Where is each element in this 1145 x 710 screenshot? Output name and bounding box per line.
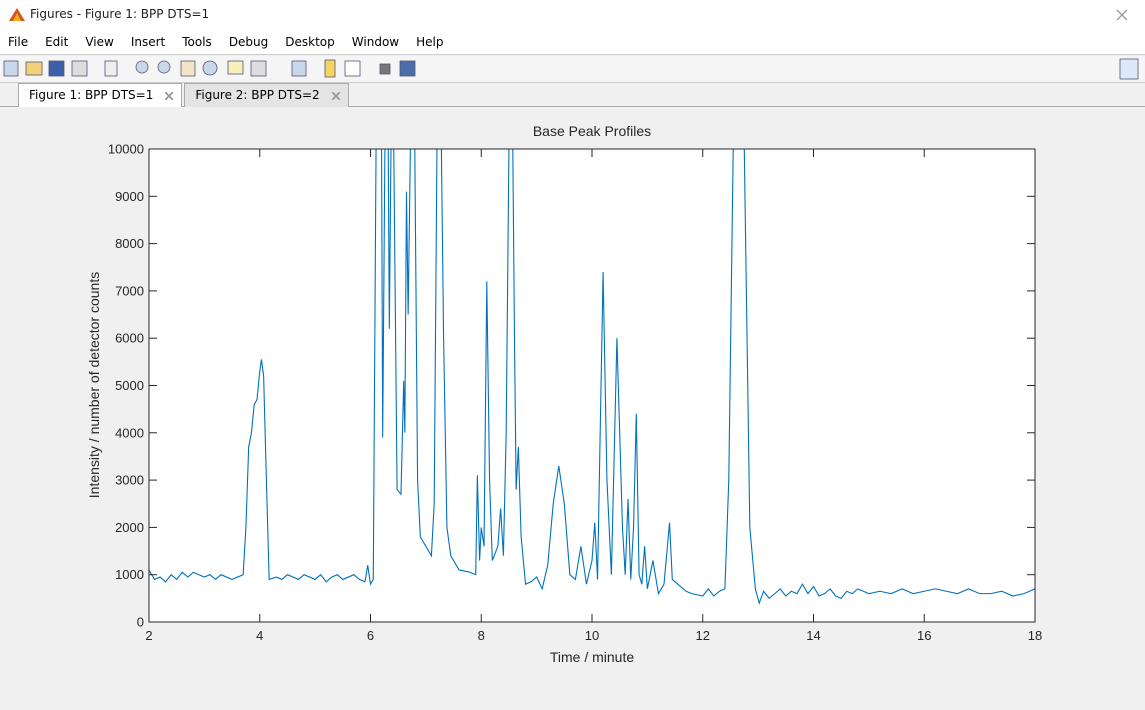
y-tick-label: 4000 — [115, 425, 144, 440]
menu-item[interactable]: Window — [351, 35, 400, 49]
menu-item[interactable]: Tools — [182, 35, 212, 49]
axes-box — [148, 148, 1036, 623]
x-tick-label: 4 — [256, 628, 263, 643]
x-tick-label: 10 — [585, 628, 599, 643]
chart-title: Base Peak Profiles — [533, 123, 651, 139]
y-tick-label: 6000 — [115, 331, 144, 346]
x-tick-label: 6 — [367, 628, 374, 643]
toolbar-icons — [3, 58, 1139, 80]
menu-item[interactable]: File — [8, 35, 29, 49]
figure: Base Peak Profiles Time / minute Intensi… — [86, 123, 1042, 665]
x-tick-label: 8 — [478, 628, 485, 643]
menu-item[interactable]: View — [85, 35, 114, 49]
menu-item[interactable]: Insert — [130, 35, 166, 49]
y-tick-label: 0 — [137, 615, 144, 630]
y-tick-label: 10000 — [108, 142, 144, 157]
x-tick-label: 18 — [1028, 628, 1042, 643]
title-bar: Figures - Figure 1: BPP DTS=1 — [0, 0, 1145, 30]
x-tick-label: 14 — [806, 628, 820, 643]
y-tick-label: 3000 — [115, 473, 144, 488]
y-axis-label: Intensity / number of detector counts — [86, 272, 102, 498]
figure-tab[interactable]: Figure 2: BPP DTS=2 — [184, 83, 349, 107]
menu-item[interactable]: Edit — [45, 35, 69, 49]
y-tick-label: 8000 — [115, 236, 144, 251]
data-line — [149, 149, 1035, 605]
menu-item[interactable]: Debug — [228, 35, 269, 49]
window-title: Figures - Figure 1: BPP DTS=1 — [30, 7, 210, 21]
x-tick-label: 12 — [696, 628, 710, 643]
menu-bar: File Edit View Insert Tools Debug Desktop Windo… — [0, 30, 1145, 55]
toolbar — [0, 56, 1145, 83]
plot-area — [149, 149, 1035, 622]
y-tick-label: 7000 — [115, 283, 144, 298]
figure-tabs: Figure 1: BPP DTS=1 Figure 2: BPP DTS=2 — [0, 83, 1145, 107]
x-axis-label: Time / minute — [550, 649, 634, 665]
figure-tab[interactable]: Figure 1: BPP DTS=1 — [18, 83, 183, 107]
y-tick-label: 5000 — [115, 378, 144, 393]
x-tick-label: 2 — [145, 628, 152, 643]
y-tick-label: 1000 — [115, 567, 144, 582]
y-tick-label: 9000 — [115, 189, 144, 204]
y-tick-label: 2000 — [115, 520, 144, 535]
x-tick-label: 16 — [917, 628, 931, 643]
app-icon — [9, 8, 25, 21]
menu-item[interactable]: Desktop — [285, 35, 335, 49]
close-button[interactable] — [1116, 9, 1128, 21]
menu-item[interactable]: Help — [416, 35, 444, 49]
